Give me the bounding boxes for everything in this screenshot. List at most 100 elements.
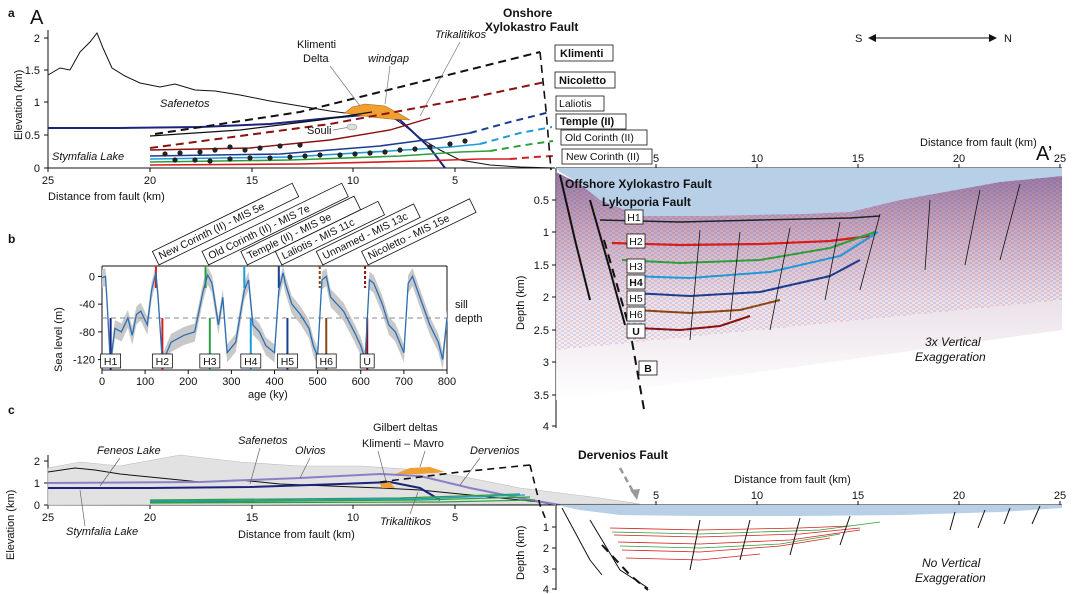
dervenios-fault-onshore	[529, 464, 547, 521]
seismic-tag-u: U	[632, 326, 640, 338]
topographic-swath	[47, 454, 641, 506]
olvios-line-c	[47, 472, 561, 506]
leader-trikalitikos-c	[409, 491, 419, 515]
panel-a-ytick-label: 0	[34, 163, 40, 175]
terrace-point	[367, 150, 373, 156]
leader-mavro	[419, 450, 426, 468]
seismic-horizon-h2	[611, 234, 871, 247]
horizon-line-klimenti-solid	[149, 111, 373, 137]
seismic-xtick-label: 15	[852, 153, 864, 165]
seismic-tag-h6: H6	[629, 309, 643, 321]
panel-c-ytick-label: 2	[34, 456, 40, 468]
seismic-ytick-label: 0.5	[534, 195, 549, 207]
seismic-horizon-h5	[631, 259, 861, 298]
terrace-point	[297, 142, 303, 148]
seismic-noise-texture	[556, 172, 1062, 350]
svg-text:Temple (II): Temple (II)	[560, 116, 615, 128]
seismic-section-c: Distance from fault (km) 5 10 15 20 25 1234 …	[515, 474, 1066, 594]
projection-new-corinth	[509, 155, 554, 160]
seismic-a-ylabel: Depth (km)	[515, 276, 527, 330]
panel-a-ytick-label: 0.5	[25, 130, 40, 142]
label-feneos-lake: Feneos Lake	[97, 445, 161, 457]
seismic-xtick-label: 5	[653, 153, 659, 165]
panel-c-letter: c	[8, 403, 15, 417]
terrace-point	[277, 143, 283, 149]
panel-c-xtick-label: 20	[144, 512, 156, 524]
seismic-c-xtick-label: 15	[852, 490, 864, 502]
horizon-line-old-corinth	[149, 150, 491, 163]
label-klimenti-delta-line2: Delta	[303, 53, 330, 65]
panel-c-ytick-label: 1	[34, 478, 40, 490]
horizon-tag-box	[100, 353, 122, 369]
terrace-point	[227, 156, 233, 162]
horizon-line-temple	[149, 143, 481, 160]
terrace-point	[227, 144, 233, 150]
label-safenetos: Safenetos	[160, 98, 210, 110]
projection-old-corinth	[489, 140, 554, 152]
label-windgap: windgap	[368, 53, 409, 65]
panel-a-ylabel: Elevation (km)	[13, 70, 25, 140]
panel-a-ytick-label: 1.5	[25, 65, 40, 77]
horizons-c-blue	[149, 494, 526, 502]
lykoporia-fault-label: Lykoporia Fault	[602, 195, 691, 209]
terrace-point	[302, 153, 308, 159]
seismic-tag-box	[626, 306, 646, 322]
panel-a-xtick-label: 10	[347, 175, 359, 187]
panel-c-ytick-label: 0	[34, 500, 40, 512]
terrace-point	[447, 141, 453, 147]
terrace-point	[317, 152, 323, 158]
terrace-point	[197, 149, 203, 155]
panel-b-ytick-label: -40	[79, 299, 95, 311]
panel-b-xtick-label: 500	[308, 376, 326, 388]
seismic-c-x-ticks: 5 10 15 20 25	[653, 490, 1066, 505]
dervenios-fault-label: Dervenios Fault	[578, 448, 668, 462]
terrace-point	[242, 147, 248, 153]
horizon-tag-box	[277, 353, 298, 369]
seismic-section-a: Distance from fault (km) 5 10 15 20 25 0.5 1 1…	[515, 137, 1066, 433]
leader-klimenti-delta	[329, 65, 361, 107]
label-safenetos-c: Safenetos	[238, 435, 288, 447]
terrace-point	[397, 147, 403, 153]
svg-text:Klimenti: Klimenti	[560, 48, 603, 60]
gilbert-delta-deposit-2	[380, 482, 395, 488]
terrace-point	[287, 154, 293, 160]
panel-b-horizon-tags: H1 H2 H3 H4 H5 H6 U	[100, 353, 375, 369]
gilbert-delta-deposit	[395, 467, 445, 474]
label-gilbert-deltas: Gilbert deltas	[373, 422, 438, 434]
panel-b-xtick-label: 100	[136, 376, 154, 388]
seismic-c-ytick-label: 1	[543, 522, 549, 534]
panel-b-xtick-label: 600	[352, 376, 370, 388]
seismic-horizon-h3	[621, 231, 876, 265]
sill-label-1: sill	[455, 299, 468, 311]
seismic-water-column	[556, 168, 1062, 216]
panel-c-xtick-label: 15	[246, 512, 258, 524]
svg-text:New Corinth (II): New Corinth (II)	[566, 151, 640, 163]
terrace-point	[247, 155, 253, 161]
terrace-point	[212, 147, 218, 153]
label-klimenti-delta-line1: Klimenti	[297, 39, 336, 51]
label-olvios: Olvios	[295, 445, 326, 457]
seismic-horizon-h1	[599, 215, 881, 223]
seismic-ytick-label: 2	[543, 292, 549, 304]
no-exaggeration-line2: Exaggeration	[915, 571, 986, 585]
horizon-line-laliotis	[149, 132, 471, 157]
orientation-arrow: S N	[855, 33, 1012, 45]
seismic-ytick-label: 1	[543, 227, 549, 239]
panel-b-ylabel: Sea level (m)	[53, 307, 65, 372]
seismic-horizon-u	[635, 315, 751, 332]
svg-text:S: S	[855, 33, 862, 45]
projection-nicoletto	[149, 81, 546, 149]
seismic-xtick-label: 25	[1054, 153, 1066, 165]
panel-a-y-ticks: 2 1.5 1 0.5 0	[25, 33, 48, 175]
seismic-tag-box	[626, 274, 646, 290]
seismic-ytick-label: 1.5	[534, 260, 549, 272]
stymfalia-line-c	[48, 480, 441, 501]
projection-klimenti	[154, 51, 541, 135]
terrace-point	[257, 145, 263, 151]
seismic-c-ytick-label: 3	[543, 564, 549, 576]
horizon-tag-u: U	[363, 356, 371, 368]
panel-c-x-ticks: 25 20 15 10 5	[42, 505, 458, 524]
terrace-point	[207, 158, 213, 164]
vertical-exaggeration-line1: 3x Vertical	[925, 335, 981, 349]
